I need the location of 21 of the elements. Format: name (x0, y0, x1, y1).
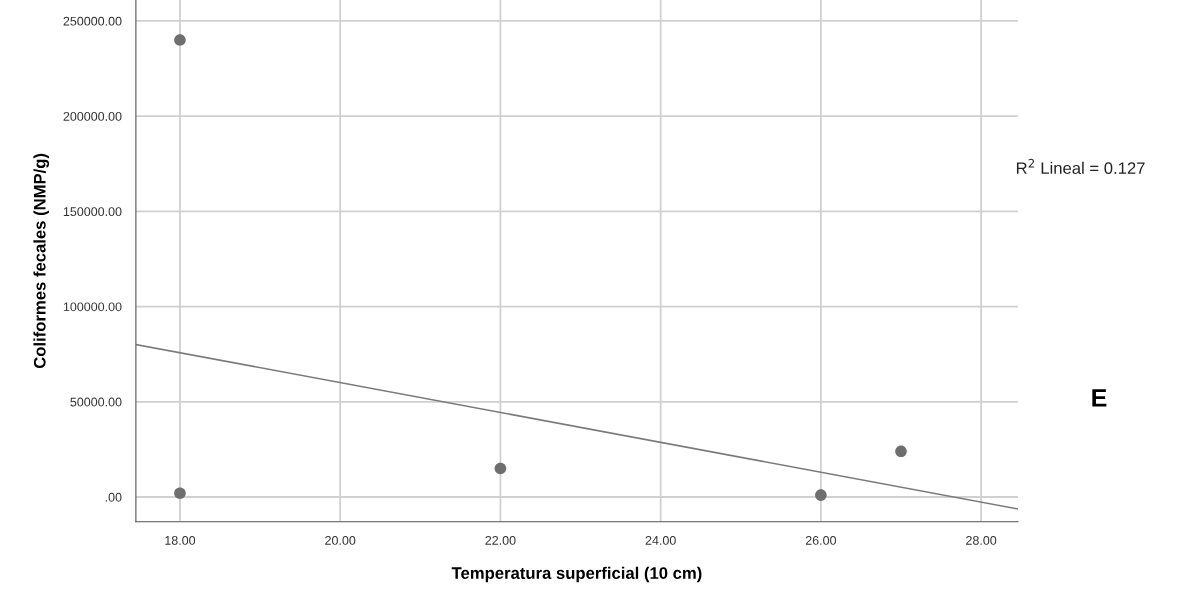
y-tick-label: .00 (105, 492, 122, 502)
point (174, 34, 186, 46)
point (494, 462, 507, 475)
x-tick-label: 20.00 (325, 535, 356, 545)
y-tick-label: 250000.00 (63, 16, 122, 26)
y-tick-label: 100000.00 (63, 302, 122, 312)
x-tick-label: 24.00 (645, 535, 676, 545)
y-tick-label: 200000.00 (63, 111, 122, 121)
point (895, 445, 907, 458)
x-tick-label: 22.00 (485, 535, 516, 545)
annotation: R$^{2}$ Lineal = 0.127 (1016, 158, 1145, 175)
point (815, 489, 827, 501)
point (174, 487, 186, 500)
text: E (1092, 389, 1107, 407)
x-axis-title: Temperatura superficial (10 cm) (451, 566, 702, 583)
x-tick-label: 28.00 (966, 535, 997, 545)
y-tick-label: 150000.00 (63, 207, 122, 217)
y-tick-label: 50000.00 (70, 397, 122, 407)
x-tick-label: 18.00 (165, 535, 196, 545)
x-tick-label: 26.00 (805, 535, 837, 545)
y-axis-title: Coliformes fecales (NMP/g) (33, 153, 50, 369)
